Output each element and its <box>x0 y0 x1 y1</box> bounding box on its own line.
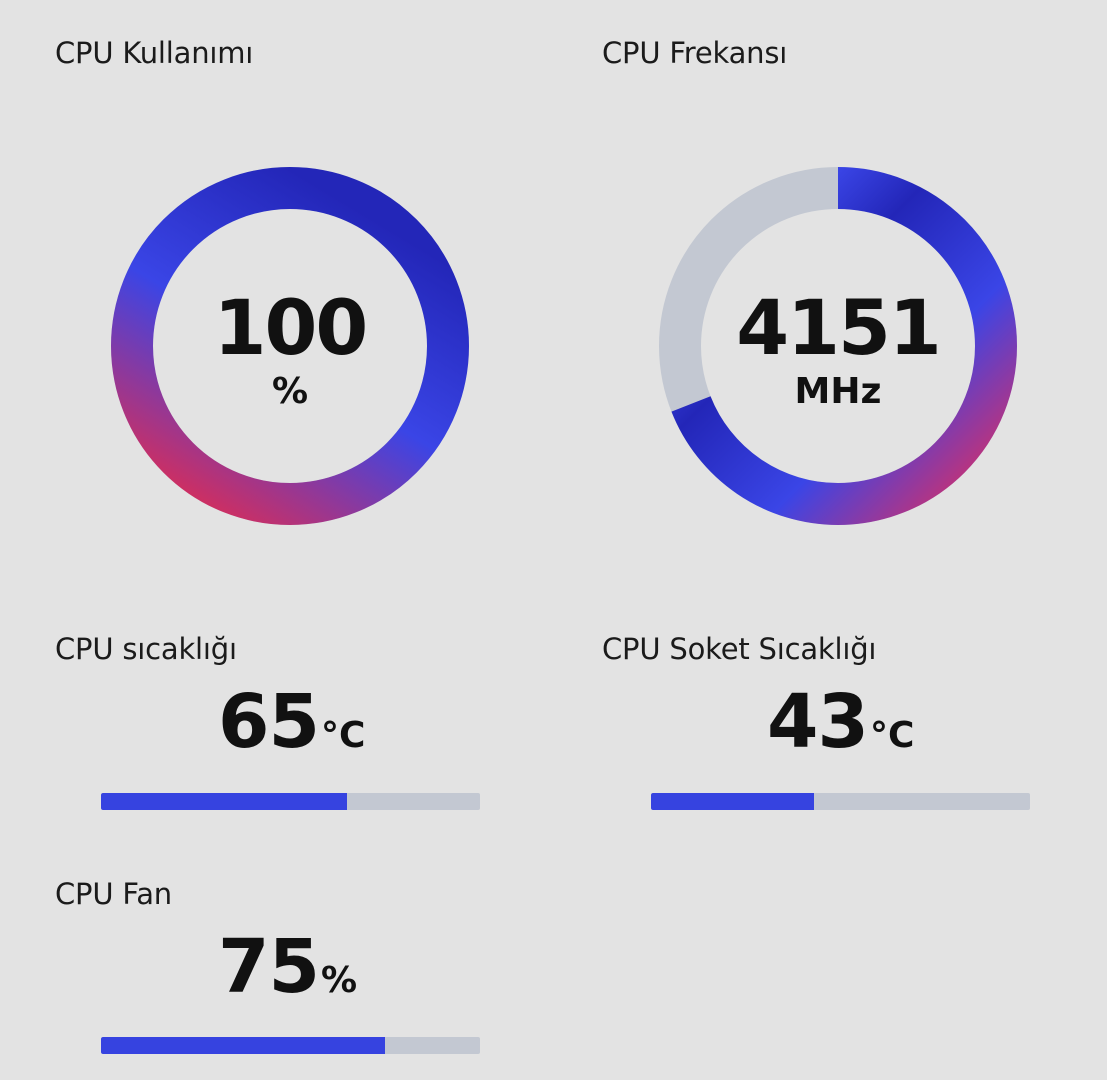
cpu-usage-label: CPU Kullanımı <box>55 36 254 70</box>
cpu-socket-temperature-bar-fill <box>651 793 814 810</box>
cpu-usage-ring <box>111 167 469 525</box>
cpu-frequency-ring <box>659 167 1017 525</box>
cpu-frequency-gauge: 4151 MHz <box>658 166 1018 526</box>
cpu-temperature-bar <box>101 793 480 810</box>
cpu-socket-temperature-value: 43 <box>767 679 869 765</box>
cpu-fan-bar <box>101 1037 480 1054</box>
cpu-usage-panel: CPU Kullanımı 100 % <box>0 0 553 560</box>
cpu-usage-unit: % <box>271 371 309 412</box>
cpu-socket-temperature-readout: 43°C <box>767 685 914 759</box>
cpu-temperature-bar-fill <box>101 793 348 810</box>
cpu-frequency-unit: MHz <box>794 371 882 412</box>
cpu-temperature-value: 65 <box>218 679 320 765</box>
cpu-frequency-label: CPU Frekansı <box>602 36 788 70</box>
cpu-socket-temperature-unit: °C <box>869 715 915 756</box>
cpu-temperature-unit: °C <box>320 715 366 756</box>
cpu-temperature-readout: 65°C <box>218 685 365 759</box>
cpu-fan-panel: CPU Fan 75% <box>0 845 553 1080</box>
cpu-socket-temperature-panel: CPU Soket Sıcaklığı 43°C <box>553 600 1107 830</box>
cpu-frequency-panel: CPU Frekansı 4151 MHz <box>553 0 1107 560</box>
cpu-frequency-arc <box>659 167 1017 525</box>
cpu-fan-value: 75 <box>218 924 320 1010</box>
cpu-usage-value: 100 <box>213 283 369 372</box>
cpu-fan-bar-fill <box>101 1037 386 1054</box>
cpu-temperature-panel: CPU sıcaklığı 65°C <box>0 600 553 830</box>
cpu-fan-readout: 75% <box>218 930 357 1004</box>
cpu-temperature-label: CPU sıcaklığı <box>55 632 237 666</box>
cpu-usage-arc <box>111 167 469 525</box>
cpu-socket-temperature-bar <box>651 793 1030 810</box>
cpu-socket-temperature-label: CPU Soket Sıcaklığı <box>602 632 877 666</box>
cpu-fan-label: CPU Fan <box>55 877 172 911</box>
cpu-frequency-value: 4151 <box>736 283 942 372</box>
cpu-usage-gauge: 100 % <box>110 166 470 526</box>
cpu-fan-unit: % <box>320 960 358 1001</box>
